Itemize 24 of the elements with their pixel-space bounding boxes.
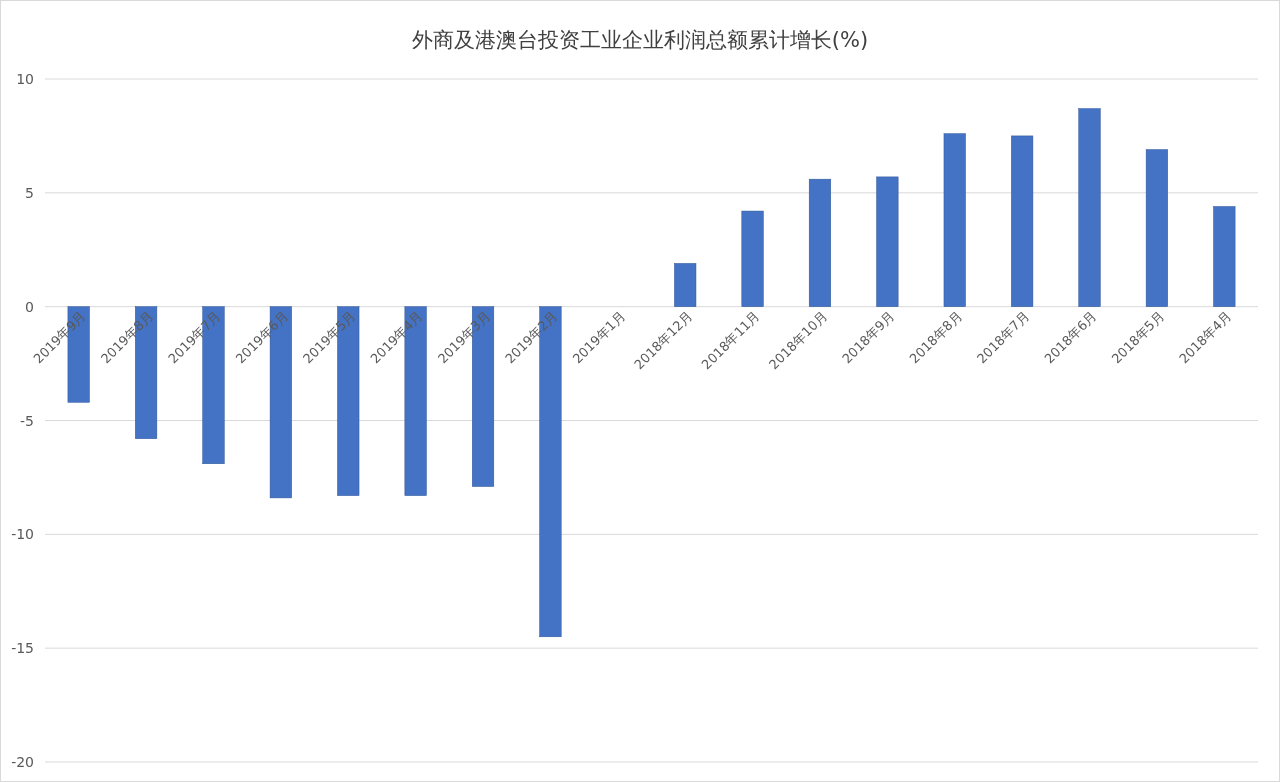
bar	[67, 306, 90, 403]
chart-title: 外商及港澳台投资工业企业利润总额累计增长(%)	[411, 28, 869, 52]
y-tick-label: -20	[11, 754, 34, 770]
bar	[1213, 206, 1236, 307]
bar	[539, 306, 562, 638]
y-tick-label: 10	[16, 71, 34, 87]
bar	[202, 306, 225, 465]
bar	[943, 133, 966, 307]
bar	[404, 306, 427, 496]
y-tick-label: 0	[25, 298, 34, 315]
bar	[1078, 108, 1101, 307]
bar	[1145, 149, 1168, 307]
bar	[472, 306, 495, 487]
y-tick-label: -5	[20, 412, 34, 429]
bar	[135, 306, 158, 439]
y-tick-label: 5	[25, 184, 34, 201]
y-tick-label: -15	[11, 640, 34, 657]
bar	[741, 210, 764, 307]
bar	[808, 178, 831, 307]
y-tick-label: -10	[11, 526, 34, 543]
bar	[876, 176, 899, 307]
bar	[1011, 135, 1034, 307]
bar	[337, 306, 360, 496]
bar	[674, 263, 697, 307]
